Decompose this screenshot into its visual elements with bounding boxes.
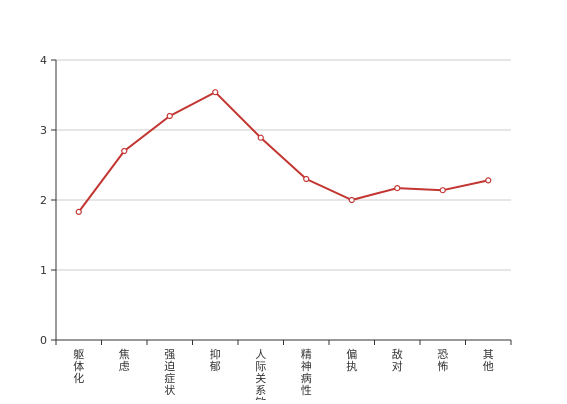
x-tick-label-char: 偏 xyxy=(346,347,357,361)
x-tick-label-char: 人 xyxy=(255,348,266,361)
y-tick-label: 1 xyxy=(40,264,47,277)
x-tick-label-char: 状 xyxy=(164,383,175,397)
data-point xyxy=(212,89,219,96)
x-tick-label-char: 化 xyxy=(73,371,84,385)
data-point xyxy=(485,177,492,184)
x-tick-label-char: 郁 xyxy=(210,359,221,373)
x-tick-label-char: 症 xyxy=(164,371,175,385)
x-tick-label: 强迫症状 xyxy=(164,348,175,397)
x-tick-label-char: 敌 xyxy=(392,347,403,361)
x-tick-label: 躯体化 xyxy=(73,348,84,385)
grid-lines xyxy=(56,59,511,271)
tick-labels: 0 1 2 3 4 躯体化 焦虑 强迫症状 抑郁 人际关系敏感 精神病性 偏执 敌对 恐怖 其他 xyxy=(40,54,494,404)
y-tick-label: 0 xyxy=(40,334,47,347)
x-tick-label-char: 神 xyxy=(301,359,312,373)
x-tick-label-char: 其 xyxy=(483,348,494,361)
x-tick-label: 人际关系敏感 xyxy=(255,348,266,400)
x-tick-label-char: 际 xyxy=(255,360,266,373)
x-tick-label-char: 抑 xyxy=(210,347,221,361)
x-tick-label: 其他 xyxy=(483,348,494,373)
x-tick-label: 恐怖 xyxy=(437,348,448,373)
x-tick-label-char: 躯 xyxy=(73,348,84,361)
x-tick-label-char: 体 xyxy=(73,359,84,373)
x-tick-label-char: 怖 xyxy=(437,359,448,373)
x-tick-label-char: 恐 xyxy=(437,348,448,361)
x-tick-label: 敌对 xyxy=(392,347,403,373)
x-tick-label-char: 强 xyxy=(164,348,175,361)
series-line-0 xyxy=(77,91,489,213)
x-tick-label-char: 执 xyxy=(346,359,357,373)
x-tick-label-char: 敏 xyxy=(255,395,266,400)
x-tick-label-char: 病 xyxy=(301,371,312,385)
x-tick-label: 偏执 xyxy=(346,347,357,373)
x-tick-label-char: 焦 xyxy=(119,348,130,361)
data-point xyxy=(303,175,310,183)
x-tick-label-char: 关 xyxy=(255,371,266,385)
y-tick-label: 3 xyxy=(40,124,47,137)
axes xyxy=(51,59,512,345)
data-point xyxy=(348,196,355,204)
x-tick-label-char: 虑 xyxy=(119,360,130,373)
data-point xyxy=(394,185,401,192)
x-tick-label: 精神病性 xyxy=(301,348,312,397)
data-point xyxy=(166,112,173,120)
x-tick-label-char: 精 xyxy=(301,348,312,361)
x-tick-label-char: 他 xyxy=(483,360,494,373)
x-tick-label: 抑郁 xyxy=(210,347,221,373)
series-points xyxy=(75,89,492,215)
data-point xyxy=(121,147,128,155)
x-tick-label: 焦虑 xyxy=(119,348,130,373)
data-point xyxy=(257,134,264,141)
x-tick-label-char: 性 xyxy=(301,383,312,397)
data-point xyxy=(75,208,82,215)
series-lines xyxy=(77,91,489,213)
x-tick-label-char: 对 xyxy=(392,359,403,373)
x-tick-label-char: 迫 xyxy=(164,359,175,373)
data-point xyxy=(439,187,446,194)
y-tick-label: 4 xyxy=(40,54,47,67)
y-tick-label: 2 xyxy=(40,194,47,207)
x-tick-label-char: 系 xyxy=(255,384,266,397)
